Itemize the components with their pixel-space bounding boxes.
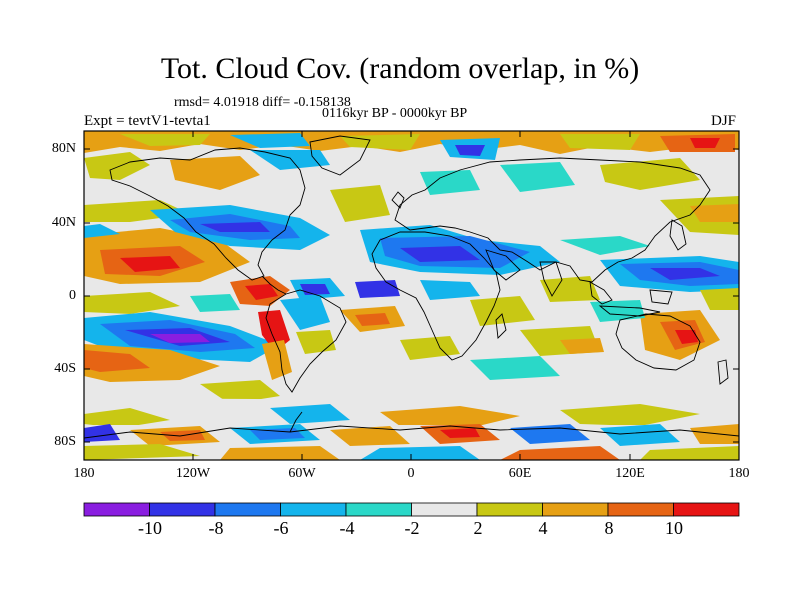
x-label-180w: 180	[73, 466, 95, 481]
y-label-0: 0	[69, 288, 76, 303]
colorbar-box	[83, 502, 150, 517]
map-title: Tot. Cloud Cov. (random overlap, in %)	[160, 52, 640, 85]
experiment-label: Expt = tevtV1-tevta1	[84, 113, 211, 129]
y-label-40n: 40N	[51, 215, 76, 230]
stats-line: rmsd= 4.01918 diff= -0.158138	[174, 95, 351, 110]
colorbar-box	[673, 502, 740, 517]
period-line: 0116kyr BP - 0000kyr BP	[322, 106, 468, 121]
colorbar-box	[345, 502, 412, 517]
y-label-80n: 80N	[51, 141, 76, 156]
colorbar-label: 10	[665, 518, 683, 538]
y-label-80s: 80S	[54, 434, 76, 449]
y-label-40s: 40S	[54, 361, 76, 376]
colorbar-box	[149, 502, 216, 517]
colorbar-label: 8	[604, 518, 614, 538]
colorbar-box	[214, 502, 281, 517]
colorbar-label: -8	[208, 518, 224, 538]
coastlines	[84, 135, 739, 439]
season-label: DJF	[711, 113, 737, 129]
colorbar-box	[542, 502, 609, 517]
colorbar-box	[280, 502, 347, 517]
colorbar-label: 4	[538, 518, 548, 538]
colorbar-box	[476, 502, 543, 517]
x-label-60w: 60W	[288, 466, 316, 481]
x-label-0: 0	[407, 466, 415, 481]
anomaly-field	[84, 131, 739, 460]
colorbar-label: -4	[339, 518, 355, 538]
colorbar-label: -2	[404, 518, 420, 538]
colorbar-box	[607, 502, 674, 517]
colorbar-label: -10	[138, 518, 162, 538]
x-ticks	[83, 131, 740, 460]
y-ticks	[84, 148, 739, 443]
x-label-180e: 180	[728, 466, 750, 481]
colorbar-label: 2	[473, 518, 483, 538]
colorbar	[83, 502, 740, 517]
colorbar-box	[411, 502, 478, 517]
x-label-120e: 120E	[615, 466, 645, 481]
x-label-60e: 60E	[508, 466, 532, 481]
x-label-120w: 120W	[175, 466, 211, 481]
colorbar-label: -6	[273, 518, 289, 538]
